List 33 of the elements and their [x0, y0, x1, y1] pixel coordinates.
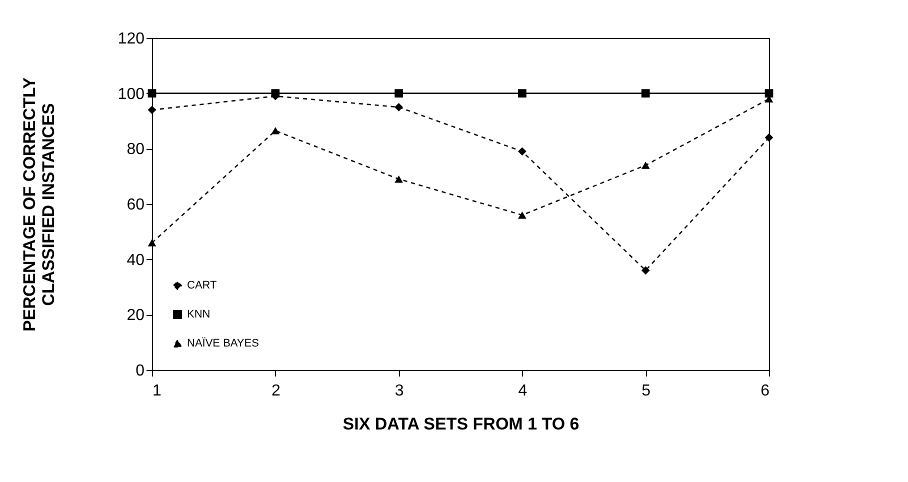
point — [518, 147, 526, 156]
point — [641, 89, 650, 98]
x-tick-label: 4 — [518, 382, 528, 400]
y-tick-label: 80 — [126, 141, 145, 158]
point — [394, 89, 403, 98]
point — [394, 102, 403, 112]
point — [764, 133, 774, 142]
x-tick-label: 3 — [394, 382, 404, 400]
x-tick-label: 1 — [152, 382, 162, 400]
point — [641, 162, 650, 169]
legend-label: KNN — [187, 308, 210, 320]
legend-label: NAÏVE BAYES — [187, 336, 259, 350]
y-tick-label: 60 — [126, 196, 145, 214]
y-tick-label: 40 — [126, 252, 145, 269]
x-axis-title: SIX DATA SETS FROM 1 TO 6 — [342, 414, 580, 434]
point — [518, 211, 526, 219]
point — [148, 106, 156, 114]
x-tick-label: 6 — [760, 382, 770, 400]
y-tick-label: 0 — [136, 362, 145, 380]
point — [641, 266, 650, 275]
y-tick-label: 120 — [118, 30, 145, 48]
point — [764, 89, 774, 98]
y-axis-title: PERCENTAGE OF CORRECTLY CLASSIFIED INSTANCES — [20, 76, 58, 332]
legend-label: CART — [187, 280, 218, 292]
point — [518, 89, 526, 98]
x-tick-label: 5 — [642, 382, 651, 400]
y-tick-label: 20 — [126, 307, 145, 324]
y-tick-label: 100 — [118, 86, 145, 103]
point — [394, 175, 403, 183]
point — [271, 89, 280, 98]
point — [148, 239, 156, 246]
x-tick-label: 2 — [271, 382, 280, 400]
point — [271, 127, 280, 134]
